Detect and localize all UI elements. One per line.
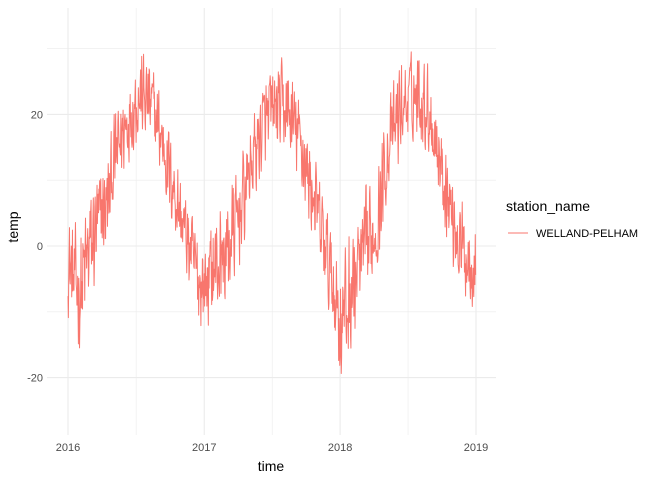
x-tick-label: 2016 [56,442,80,454]
legend: station_name WELLAND-PELHAM [506,198,638,240]
y-tick-labels: -20 0 20 [27,109,43,384]
x-axis-title: time [258,458,285,474]
legend-label-welland-pelham: WELLAND-PELHAM [536,228,638,240]
x-tick-labels: 2016 2017 2018 2019 [56,442,488,454]
y-axis-title: temp [5,211,21,242]
x-tick-label: 2018 [328,442,352,454]
x-tick-label: 2019 [464,442,488,454]
x-tick-label: 2017 [192,442,216,454]
legend-title: station_name [506,198,590,214]
series-line-welland-pelham [67,51,477,375]
y-tick-label: 20 [31,109,43,121]
y-tick-label: 0 [37,241,43,253]
panel-grid [47,8,496,435]
y-tick-label: -20 [27,373,43,385]
